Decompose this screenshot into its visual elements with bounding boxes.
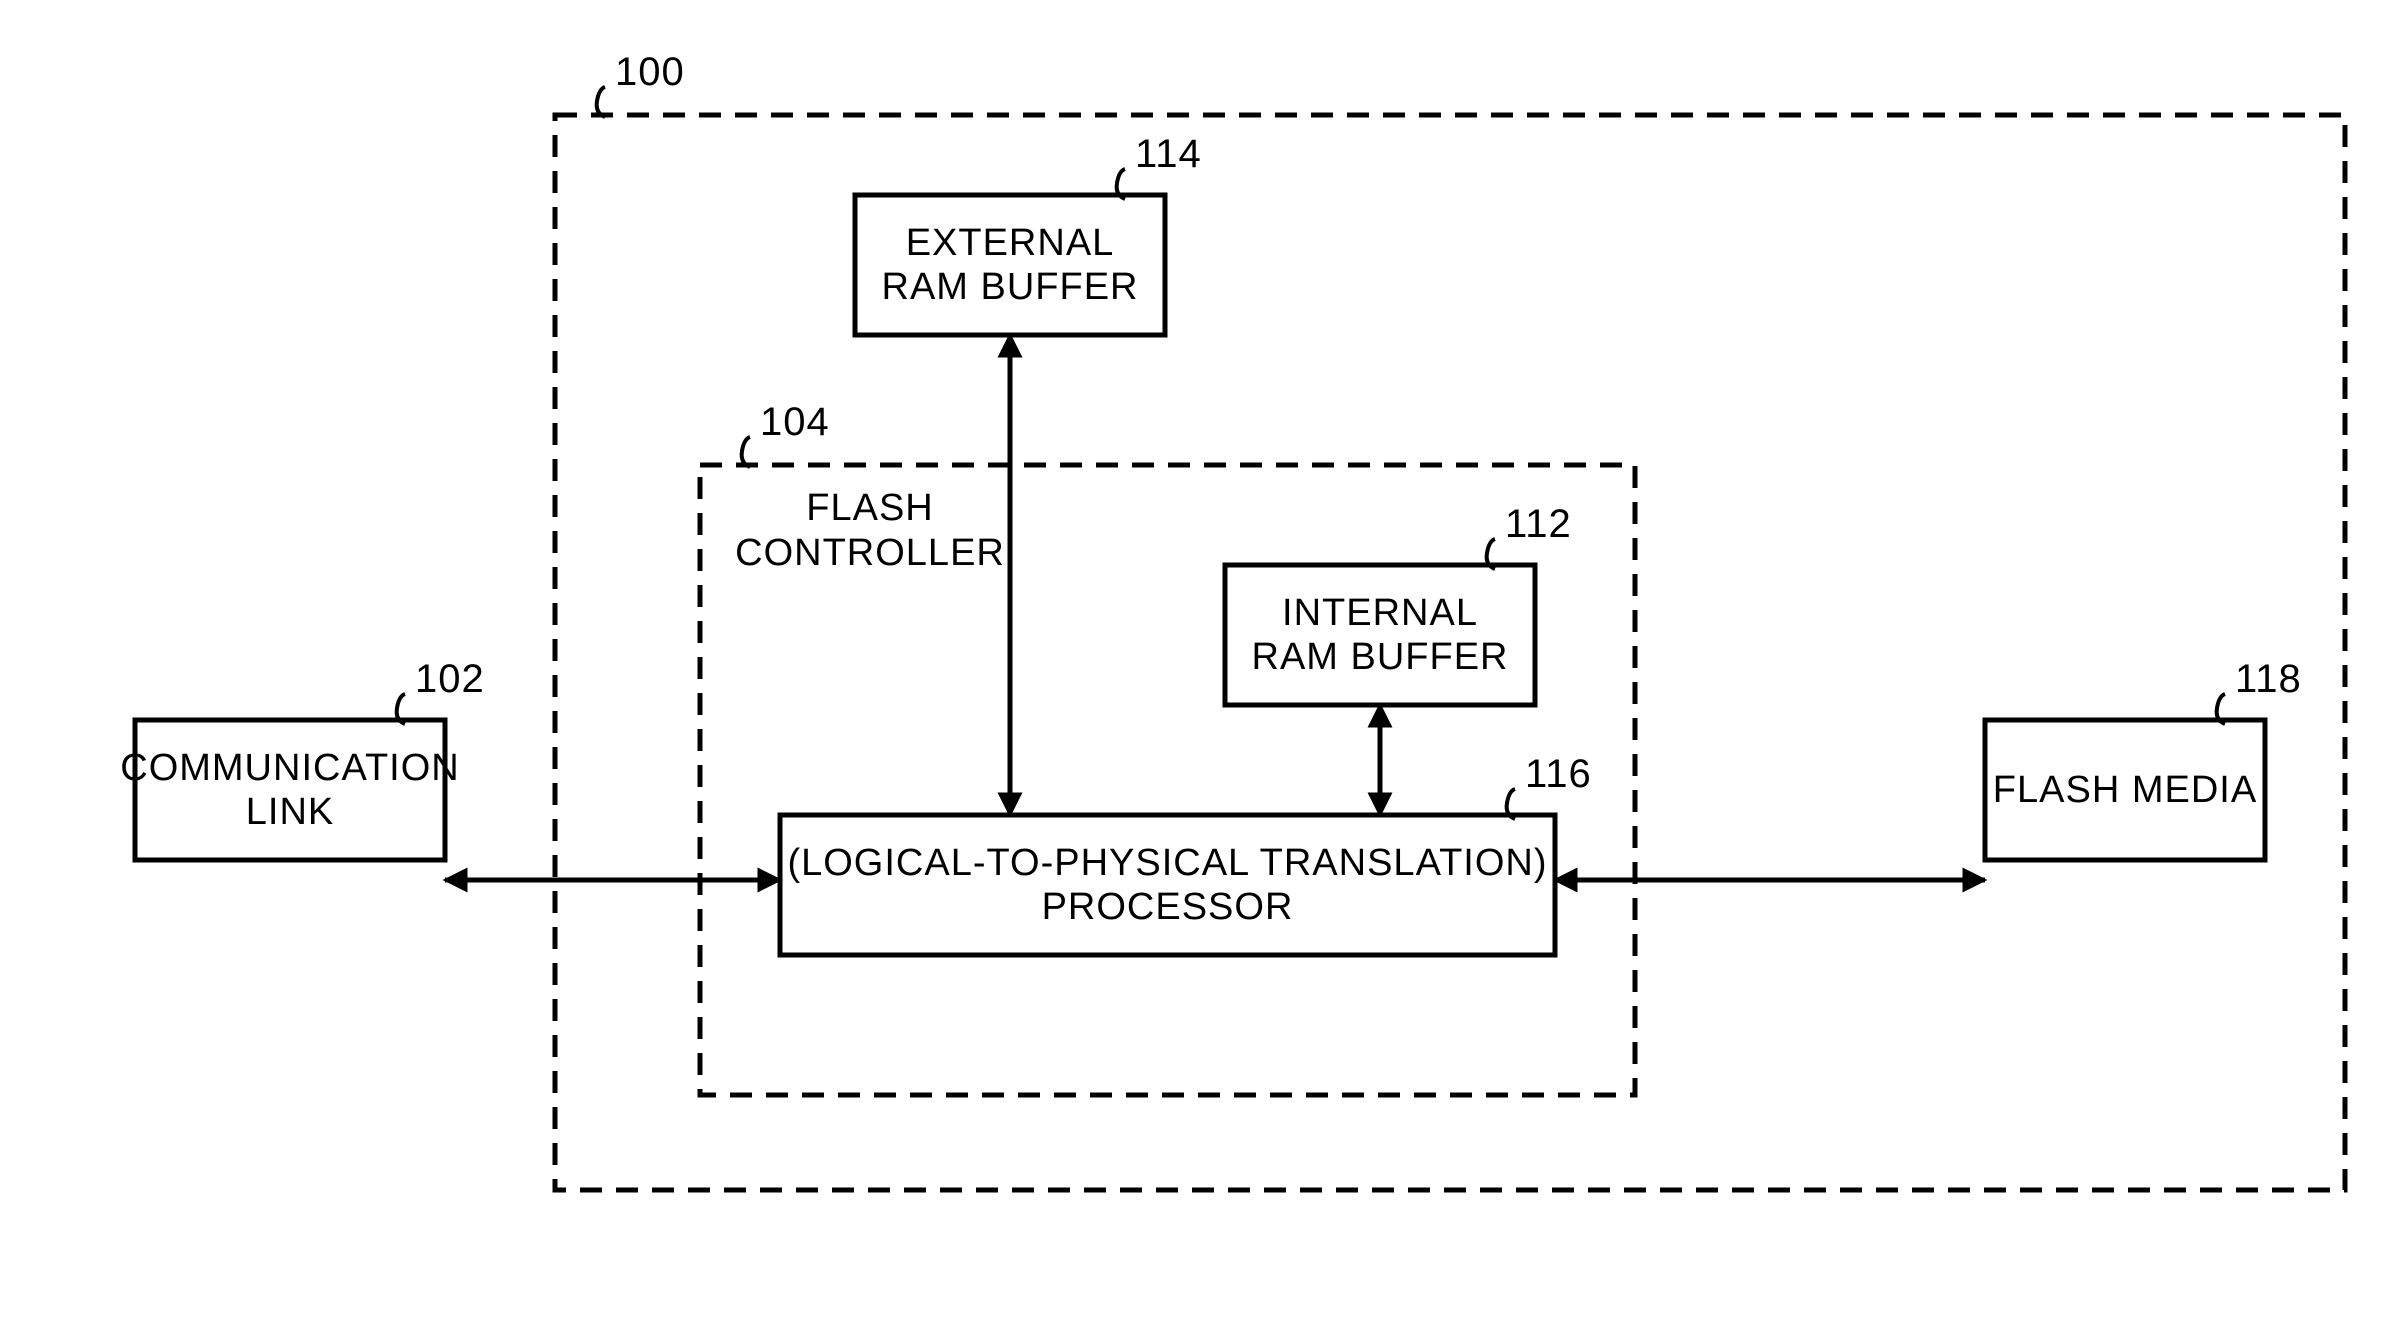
svg-text:102: 102 — [415, 657, 485, 701]
svg-text:LINK: LINK — [246, 791, 334, 833]
svg-text:FLASH: FLASH — [806, 487, 933, 529]
svg-text:116: 116 — [1525, 752, 1592, 796]
svg-text:112: 112 — [1505, 502, 1572, 546]
svg-text:CONTROLLER: CONTROLLER — [735, 532, 1005, 574]
svg-text:EXTERNAL: EXTERNAL — [906, 222, 1115, 264]
block-processor — [780, 815, 1555, 955]
svg-text:118: 118 — [2235, 657, 2302, 701]
block-communication-link — [135, 720, 445, 860]
block-external-ram-buffer — [855, 195, 1165, 335]
svg-text:RAM BUFFER: RAM BUFFER — [1252, 636, 1509, 678]
svg-text:104: 104 — [760, 400, 830, 444]
svg-text:100: 100 — [615, 50, 685, 94]
svg-text:INTERNAL: INTERNAL — [1282, 592, 1478, 634]
svg-text:FLASH MEDIA: FLASH MEDIA — [1993, 769, 2257, 811]
svg-text:PROCESSOR: PROCESSOR — [1042, 886, 1294, 928]
svg-text:(LOGICAL-TO-PHYSICAL TRANSLATI: (LOGICAL-TO-PHYSICAL TRANSLATION) — [787, 842, 1547, 884]
block-internal-ram-buffer — [1225, 565, 1535, 705]
svg-text:114: 114 — [1135, 132, 1202, 176]
svg-text:RAM BUFFER: RAM BUFFER — [882, 266, 1139, 308]
svg-text:COMMUNICATION: COMMUNICATION — [120, 747, 460, 789]
